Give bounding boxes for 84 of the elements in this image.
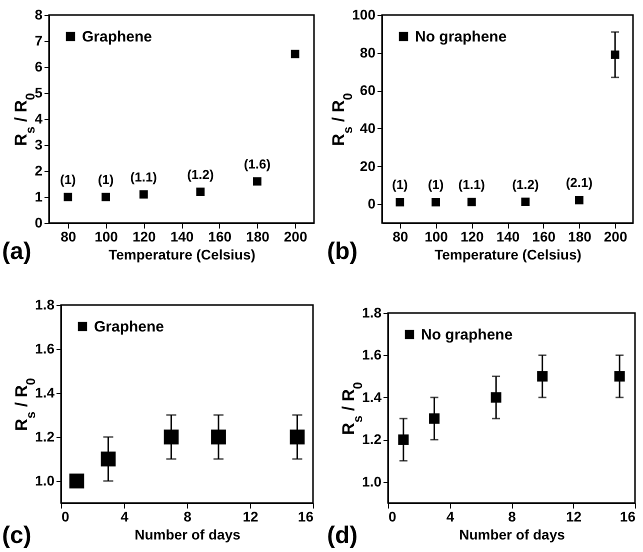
x-tick-label: 8	[508, 508, 516, 524]
data-label: (1.1)	[130, 169, 158, 184]
y-tick-label: 1.2	[35, 428, 55, 444]
y-tick-label: 80	[360, 44, 376, 60]
data-label: (1)	[392, 177, 408, 192]
x-tick-label: 160	[532, 228, 556, 244]
y-tick-label: 6	[34, 58, 43, 74]
y-tick-label: 5	[34, 84, 43, 100]
point	[102, 192, 110, 202]
text: (c)	[2, 522, 32, 550]
y-tick-label: 60	[360, 82, 376, 98]
y-tick-label: 1.6	[362, 346, 382, 363]
x-tick-label: 160	[208, 228, 232, 244]
x-tick-label: 0	[62, 508, 70, 524]
y-tick-label: 1.0	[35, 472, 55, 488]
x-tick-label: 8	[184, 508, 192, 524]
data-label: (1.2)	[187, 166, 214, 182]
point	[211, 430, 226, 444]
x-axis-title: Temperature (Celsius)	[108, 246, 256, 262]
point	[64, 192, 72, 202]
y-tick-label: 100	[352, 6, 376, 22]
x-tick-label: 180	[246, 228, 270, 244]
x-tick-label: 120	[460, 228, 484, 244]
text: (b)	[327, 238, 358, 266]
y-tick-label: 1.6	[35, 340, 55, 356]
y-tick-label: 3	[34, 136, 43, 152]
point	[521, 198, 530, 206]
point	[253, 177, 262, 186]
point	[575, 196, 584, 204]
y-tick-label: 1	[34, 188, 43, 204]
y-tick-label: 1.4	[362, 388, 382, 405]
x-tick-label: 140	[170, 228, 194, 244]
legend-label: Graphene	[82, 28, 152, 46]
x-axis-title: Temperature (Celsius)	[434, 246, 582, 262]
y-tick-label: 0	[368, 196, 376, 212]
point	[69, 474, 84, 488]
y-tick-label: 1.8	[35, 296, 55, 312]
x-tick-label: 100	[424, 228, 448, 244]
x-tick-label: 80	[392, 228, 408, 244]
y-tick-label: 40	[360, 120, 376, 136]
text: (a)	[2, 238, 32, 266]
text: (d)	[327, 522, 358, 550]
y-tick-label: 1.2	[362, 431, 382, 448]
point	[139, 190, 148, 199]
data-label: (1.1)	[458, 177, 486, 192]
y-tick-label: 1.4	[35, 384, 55, 400]
x-axis-title: Number of days	[459, 526, 566, 542]
point	[396, 198, 404, 206]
data-label: (1)	[60, 172, 76, 187]
y-tick-label: 1.0	[362, 473, 382, 490]
legend-label: No graphene	[415, 28, 507, 46]
x-tick-label: 16	[620, 508, 636, 524]
x-tick-label: 200	[604, 228, 628, 244]
data-label: (1.2)	[512, 176, 539, 192]
y-tick-label: 0	[34, 214, 43, 230]
x-tick-label: 80	[60, 228, 76, 244]
x-tick-label: 12	[242, 508, 258, 524]
point	[432, 198, 440, 206]
legend-label: No graphene	[421, 326, 513, 344]
point	[290, 50, 300, 58]
data-label: (1)	[98, 172, 114, 187]
legend-label: Graphene	[94, 318, 164, 336]
x-tick-label: 180	[568, 228, 592, 244]
point	[196, 188, 205, 196]
y-tick-label: 8	[34, 6, 43, 22]
y-tick-label: 4	[34, 110, 43, 126]
x-tick-label: 120	[132, 228, 156, 244]
x-tick-label: 0	[388, 508, 396, 524]
data-label: (1.6)	[244, 156, 271, 172]
data-label: (2.1)	[566, 175, 593, 190]
y-tick-label: 20	[360, 158, 376, 174]
x-tick-label: 100	[94, 228, 118, 244]
x-tick-label: 12	[566, 508, 582, 524]
point	[467, 198, 476, 206]
data-label: (1)	[428, 177, 444, 192]
x-tick-label: 4	[120, 508, 129, 524]
x-tick-label: 140	[496, 228, 520, 244]
x-tick-label: 200	[284, 228, 308, 244]
y-tick-label: 1.8	[362, 304, 382, 320]
y-tick-label: 7	[34, 32, 43, 48]
y-tick-label: 2	[34, 162, 43, 178]
x-tick-label: 16	[298, 508, 314, 524]
x-axis-title: Number of days	[134, 526, 241, 542]
x-tick-label: 4	[446, 508, 454, 524]
